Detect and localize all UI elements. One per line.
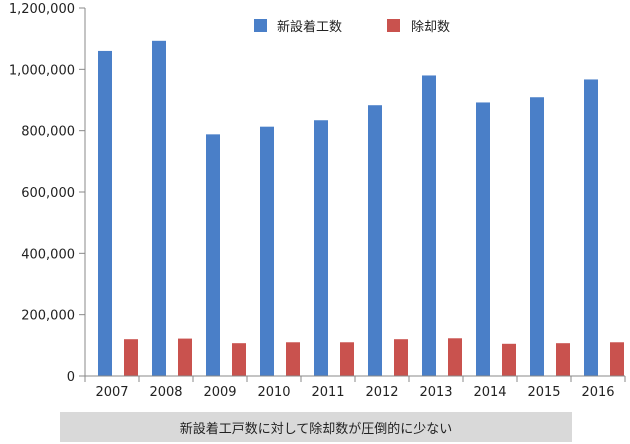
x-tick-label: 2016 [581,385,614,400]
y-tick-label: 1,000,000 [9,63,75,78]
bar-demolitions [232,343,246,376]
bar-demolitions [178,338,192,376]
y-axis: 0 200,000 400,000 600,000 800,000 1,000,000 1,… [9,2,86,385]
x-tick-label: 2013 [419,385,452,400]
bar-demolitions [394,339,408,376]
bar-new-construction [152,40,166,377]
x-tick-label: 2007 [95,385,128,400]
y-tick-label: 800,000 [21,125,75,140]
bar-demolitions [340,342,354,376]
legend: 新設着工数 除却数 [254,19,450,35]
bar-new-construction [260,126,274,377]
legend-swatch-demolitions [387,19,400,32]
caption-bar: 新設着工戸数に対して除却数が圧倒的に少ない [60,412,572,442]
bar-new-construction [368,105,382,377]
bar-new-construction [206,134,220,376]
bar-demolitions [124,339,138,376]
legend-label-demolitions: 除却数 [411,20,450,35]
x-tick-label: 2010 [257,385,290,400]
x-tick-label: 2008 [149,385,182,400]
bars-group [98,40,624,377]
x-tick-label: 2009 [203,385,236,400]
bar-new-construction [476,102,490,376]
x-tick-label: 2015 [527,385,560,400]
x-axis: 2007 2008 2009 2010 2011 2012 2013 2014 2015 2016 [84,375,626,400]
y-tick-label: 200,000 [21,309,75,324]
bar-demolitions [448,338,462,376]
y-tick-label: 1,200,000 [9,2,75,17]
legend-label-new-construction: 新設着工数 [277,19,342,35]
bar-new-construction [422,75,436,376]
bar-demolitions [610,342,624,376]
x-tick-label: 2014 [473,385,506,400]
y-tick-label: 400,000 [21,247,75,262]
y-tick-label: 600,000 [21,186,75,201]
bar-new-construction [530,97,544,377]
bar-new-construction [584,79,598,376]
x-tick-label: 2012 [365,385,398,400]
bar-demolitions [286,342,300,376]
bar-demolitions [556,343,570,376]
bar-new-construction [98,50,112,376]
legend-swatch-new-construction [254,19,267,32]
bar-demolitions [502,343,516,376]
bar-new-construction [314,120,328,377]
x-tick-label: 2011 [311,385,344,400]
bar-chart: 新設着工数 除却数 0 200,000 400,000 600,000 800,000 1… [9,2,626,400]
y-tick-label: 0 [67,370,75,385]
caption-text: 新設着工戸数に対して除却数が圧倒的に少ない [179,421,453,437]
